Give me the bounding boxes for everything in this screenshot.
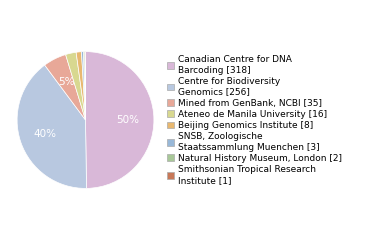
Text: 40%: 40% — [34, 129, 57, 139]
Wedge shape — [84, 52, 86, 120]
Wedge shape — [85, 52, 86, 120]
Wedge shape — [76, 52, 86, 120]
Wedge shape — [45, 54, 86, 120]
Wedge shape — [66, 52, 86, 120]
Wedge shape — [81, 52, 86, 120]
Text: 5%: 5% — [58, 77, 74, 87]
Wedge shape — [17, 65, 87, 188]
Legend: Canadian Centre for DNA
Barcoding [318], Centre for Biodiversity
Genomics [256],: Canadian Centre for DNA Barcoding [318],… — [165, 54, 344, 186]
Text: 50%: 50% — [116, 115, 139, 125]
Wedge shape — [86, 52, 154, 188]
